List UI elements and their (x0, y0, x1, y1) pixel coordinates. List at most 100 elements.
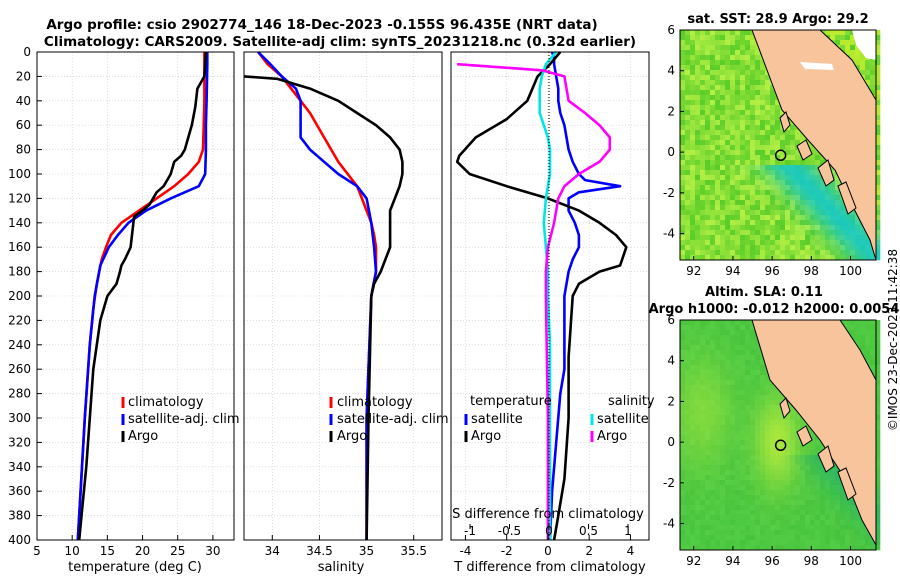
map-grid-cell (795, 150, 801, 156)
map-grid-cell (765, 395, 771, 401)
map-grid-cell (825, 230, 831, 236)
map-grid-cell (765, 240, 771, 246)
map-grid-cell (775, 220, 781, 226)
map-grid-cell (715, 370, 721, 376)
map-grid-cell (715, 435, 721, 441)
map-grid-cell (690, 425, 696, 431)
map-grid-cell (720, 345, 726, 351)
map-grid-cell (690, 145, 696, 151)
map-grid-cell (870, 340, 876, 346)
map-grid-cell (680, 510, 686, 516)
map-grid-cell (765, 455, 771, 461)
map-grid-cell (745, 65, 751, 71)
map-grid-cell (760, 245, 766, 251)
map-grid-cell (755, 80, 761, 86)
map-grid-cell (700, 100, 706, 106)
map-grid-cell (770, 250, 776, 256)
map-grid-cell (770, 485, 776, 491)
map-grid-cell (740, 245, 746, 251)
map-grid-cell (805, 510, 811, 516)
map-grid-cell (840, 505, 846, 511)
map-grid-cell (680, 140, 686, 146)
map-grid-cell (680, 70, 686, 76)
map-grid-cell (775, 510, 781, 516)
map-grid-cell (725, 210, 731, 216)
map-grid-cell (710, 50, 716, 56)
map-grid-cell (820, 530, 826, 536)
map-grid-cell (710, 485, 716, 491)
map-grid-cell (755, 235, 761, 241)
map-grid-cell (790, 250, 796, 256)
map-grid-cell (770, 205, 776, 211)
map-grid-cell (685, 425, 691, 431)
map-grid-cell (760, 485, 766, 491)
map-grid-cell (775, 445, 781, 451)
map-grid-cell (685, 470, 691, 476)
map-grid-cell (705, 340, 711, 346)
map-grid-cell (805, 170, 811, 176)
map-grid-cell (875, 500, 881, 506)
map-grid-cell (840, 510, 846, 516)
map-grid-cell (715, 165, 721, 171)
map-grid-cell (775, 500, 781, 506)
y-tick-label: 160 (8, 240, 31, 254)
map-grid-cell (735, 110, 741, 116)
map-grid-cell (715, 425, 721, 431)
map-grid-cell (860, 225, 866, 231)
map-grid-cell (715, 450, 721, 456)
map-grid-cell (830, 195, 836, 201)
map-grid-cell (700, 465, 706, 471)
map-grid-cell (685, 120, 691, 126)
map-grid-cell (725, 360, 731, 366)
map-grid-cell (725, 55, 731, 61)
map-grid-cell (715, 335, 721, 341)
map-grid-cell (705, 245, 711, 251)
batu-islands (817, 445, 835, 473)
map-grid-cell (720, 535, 726, 541)
map-grid-cell (785, 475, 791, 481)
map-grid-cell (725, 240, 731, 246)
map-grid-cell (760, 425, 766, 431)
map-grid-cell (720, 430, 726, 436)
map-grid-cell (690, 445, 696, 451)
lat-tick-label: 0 (667, 145, 675, 159)
map-grid-cell (785, 530, 791, 536)
map-grid-cell (785, 155, 791, 161)
map-grid-cell (720, 405, 726, 411)
map-grid-cell (765, 75, 771, 81)
map-grid-cell (715, 100, 721, 106)
map-grid-cell (790, 225, 796, 231)
map-grid-cell (735, 510, 741, 516)
map-grid-cell (875, 365, 881, 371)
map-grid-cell (695, 120, 701, 126)
map-grid-cell (730, 245, 736, 251)
map-grid-cell (700, 85, 706, 91)
map-grid-cell (725, 420, 731, 426)
map-grid-cell (680, 55, 686, 61)
map-grid-cell (750, 155, 756, 161)
map-grid-cell (810, 435, 816, 441)
map-grid-cell (705, 485, 711, 491)
map-grid-cell (845, 540, 851, 546)
map-grid-cell (720, 235, 726, 241)
map-grid-cell (725, 70, 731, 76)
map-grid-cell (700, 515, 706, 521)
map-grid-cell (700, 525, 706, 531)
map-grid-cell (705, 325, 711, 331)
map-grid-cell (760, 375, 766, 381)
map-grid-cell (810, 470, 816, 476)
map-grid-cell (710, 235, 716, 241)
map-grid-cell (755, 385, 761, 391)
map-grid-cell (715, 185, 721, 191)
map-grid-cell (740, 45, 746, 51)
map-grid-cell (710, 535, 716, 541)
map-grid-cell (685, 410, 691, 416)
map-grid-cell (745, 220, 751, 226)
map-grid-cell (745, 30, 751, 36)
map-grid-cell (690, 385, 696, 391)
map-grid-cell (735, 190, 741, 196)
map-grid-cell (750, 355, 756, 361)
map-grid-cell (790, 540, 796, 546)
map-grid-cell (695, 400, 701, 406)
map-grid-cell (865, 355, 871, 361)
